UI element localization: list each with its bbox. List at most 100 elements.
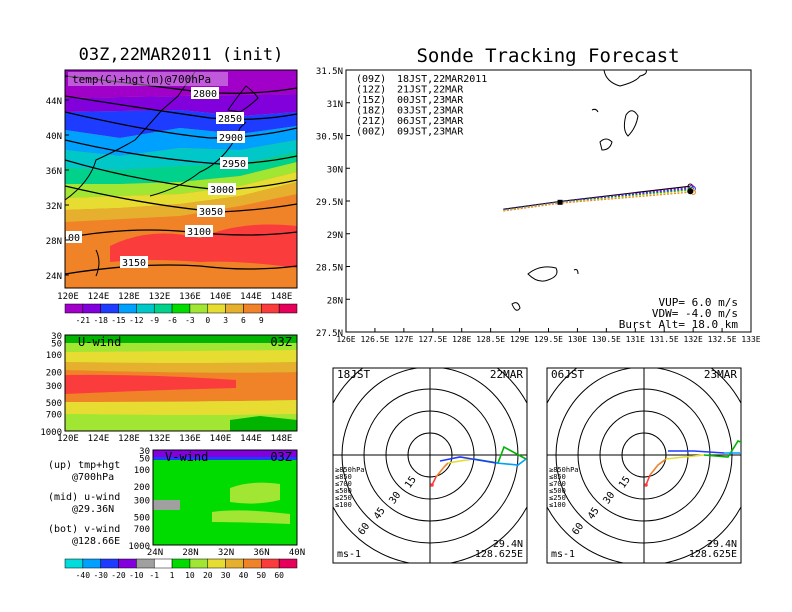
colorbar-tick-label: -3 <box>185 316 195 325</box>
pressure-tick-label: 700 <box>134 525 150 535</box>
hodograph-trace <box>439 456 497 464</box>
lon-tick-label: 132E <box>684 335 703 344</box>
lon-tick-label: 132E <box>149 292 171 302</box>
colorbar-tick-label: 10 <box>185 571 195 580</box>
contour-2850 <box>65 95 297 120</box>
forecast-jst-label: 00JST,23MAR <box>397 95 464 106</box>
map-frame <box>64 69 298 289</box>
forecast-jst-label: 09JST,23MAR <box>397 127 464 138</box>
colorbar-swatch <box>153 558 173 569</box>
lat-tick-label: 36N <box>253 548 269 558</box>
contour-label-2800: 2800 <box>193 89 217 100</box>
u-band-top <box>65 335 297 343</box>
forecast-jst-label: 06JST,23MAR <box>397 116 464 127</box>
contour-label-3150: 3150 <box>122 258 146 269</box>
hodograph-time: 18JST <box>337 368 370 381</box>
pressure-tick-label: 300 <box>134 496 150 506</box>
section-frame <box>152 449 298 546</box>
hodograph-time: 06JST <box>551 368 584 381</box>
contour-label-bg <box>208 183 236 195</box>
u-band-5 <box>65 400 297 415</box>
contour-2950 <box>65 139 297 165</box>
legend-bot-line1: (bot) v-wind <box>48 524 120 535</box>
u-wind-time: 03Z <box>270 335 292 349</box>
temp-band-6 <box>65 152 297 184</box>
temp-band-2 <box>65 94 297 116</box>
v-wind-time: 03Z <box>270 450 292 464</box>
contour-label-bg <box>197 205 225 217</box>
contour-label-edge: 00 <box>68 233 80 244</box>
pressure-tick-label: 700 <box>46 411 62 421</box>
u-band-2 <box>65 350 297 363</box>
colorbar-swatch <box>100 558 119 569</box>
contour-label-bg <box>220 157 248 169</box>
level-legend-label: ≥850hPa <box>335 466 365 474</box>
forecast-utc-label: (18Z) <box>356 106 386 117</box>
bot-lat-ticks: 24N 28N 32N 36N 40N <box>147 548 305 558</box>
contour-label-3100: 3100 <box>187 227 211 238</box>
lon-tick-label: 131.5E <box>650 335 679 344</box>
colorbar-swatch <box>64 558 84 569</box>
island-kyushu <box>603 70 647 87</box>
section-frame <box>64 334 298 432</box>
island-tokunoshima <box>511 302 521 311</box>
level-legend-label: ≤100 <box>549 501 566 509</box>
colorbar-swatch <box>100 303 119 314</box>
colorbar-tick-label: 9 <box>259 316 264 325</box>
v-band-1 <box>153 457 297 460</box>
colorbar-tick-label: -21 <box>76 316 91 325</box>
vdw-text: VDW= -4.0 m/s <box>652 307 738 320</box>
contour-label-2950: 2950 <box>222 159 246 170</box>
left-legend: (up) tmp+hgt @700hPa (mid) u-wind @29.36… <box>48 460 120 547</box>
hodograph-trace <box>703 440 741 458</box>
v-neutral-patch <box>153 500 180 510</box>
hodograph-date: 23MAR <box>704 368 737 381</box>
colorbar-tick-label: -40 <box>76 571 91 580</box>
temperature-height-map: 2800 2850 2900 2950 3000 3050 3100 3150 … <box>46 69 298 302</box>
forecast-utc-label: (09Z) <box>356 74 386 85</box>
temp-band-4 <box>65 126 297 156</box>
legend-up-line2: @700hPa <box>72 472 114 483</box>
colorbar-swatch <box>64 303 84 314</box>
contour-label-2850: 2850 <box>218 114 242 125</box>
contour-label-bg <box>216 112 244 124</box>
lon-tick-label: 140E <box>210 292 232 302</box>
colorbar-swatch <box>243 558 262 569</box>
lon-tick-label: 144E <box>240 292 262 302</box>
lon-tick-label: 133E <box>741 335 760 344</box>
lat-tick-label: 29.5N <box>316 198 343 208</box>
level-legend-label: ≤250 <box>549 494 566 502</box>
contour-label-2900: 2900 <box>219 133 243 144</box>
island-small-2 <box>573 269 579 275</box>
colorbar-tick-label: 50 <box>256 571 266 580</box>
colorbar-tick-label: 6 <box>241 316 246 325</box>
lon-tick-label: 127E <box>394 335 413 344</box>
lon-tick-label: 130E <box>568 335 587 344</box>
contour-label-bg <box>120 256 148 268</box>
pressure-tick-label: 200 <box>46 368 62 378</box>
colorbar-swatch <box>261 303 280 314</box>
contour-3150 <box>65 264 297 275</box>
lon-tick-label: 120E <box>57 434 79 444</box>
lon-tick-label: 128E <box>118 292 140 302</box>
colorbar-tick-label: -15 <box>111 316 126 325</box>
colorbar-tick-label: 30 <box>221 571 231 580</box>
lat-tick-label: 44N <box>46 97 62 107</box>
colorbar-swatch <box>225 303 244 314</box>
temperature-colorbar: -21 -18 -15 -12 -9 -6 -3 0 3 6 9 <box>64 303 298 325</box>
u-wind-label: U-wind <box>78 335 121 349</box>
lon-tick-label: 136E <box>179 434 201 444</box>
lon-tick-label: 136E <box>179 292 201 302</box>
hodograph-lon: 128.625E <box>475 549 523 560</box>
colorbar-swatch <box>136 303 155 314</box>
level-legend-label: ≤500 <box>335 487 352 495</box>
lon-tick-label: 126.5E <box>360 335 389 344</box>
lat-tick-label: 40N <box>46 132 62 142</box>
hodograph-lat: 29.4N <box>707 539 737 550</box>
colorbar-tick-label: -30 <box>93 571 108 580</box>
